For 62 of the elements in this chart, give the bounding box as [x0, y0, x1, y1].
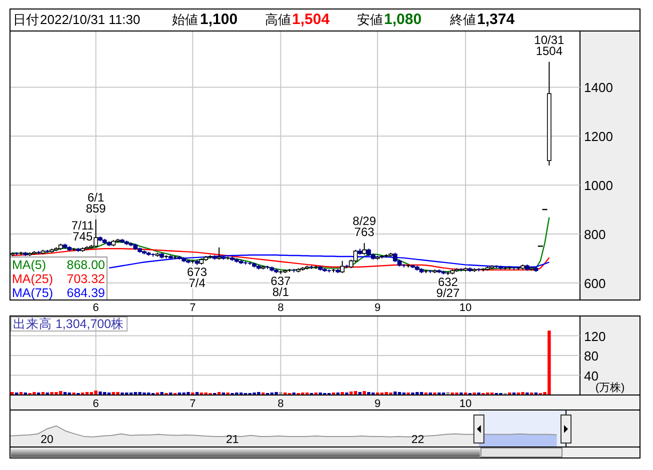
y-tick-label: 80 [584, 348, 598, 364]
text: 2022/10/31 11:30 [40, 12, 140, 27]
y-tick-label: 40 [584, 368, 598, 384]
text: 1,080 [384, 11, 422, 28]
annotation: 10/31 1504 [534, 32, 565, 58]
text: 1,374 [477, 11, 516, 28]
y-tick-label: 600 [584, 276, 606, 291]
x-tick-label: 7 [190, 398, 196, 410]
bar [367, 392, 370, 395]
y-tick-label: 1400 [584, 80, 613, 96]
candlestick [392, 252, 398, 263]
x-tick-label: 6 [92, 398, 99, 410]
annotation: 6/1 859 [86, 190, 106, 216]
annotation: 684.39 [66, 286, 106, 300]
x-tick-label: 20 [40, 434, 54, 446]
annotation: 673 7/4 [187, 265, 208, 290]
text: 1,504 [292, 11, 330, 28]
y-axis-title: (万株) [595, 381, 625, 394]
x-tick-label: 10 [459, 398, 472, 410]
x-tick-label: 22 [411, 434, 424, 446]
bar [362, 391, 366, 395]
candlestick [340, 260, 345, 274]
series-label: MA(5) [12, 258, 46, 272]
y-tick-label: 120 [584, 328, 606, 344]
bar [10, 392, 14, 395]
bar [340, 392, 344, 395]
bar [98, 392, 102, 395]
bar [274, 392, 278, 395]
text: 1,100 [200, 11, 238, 28]
x-tick-label: 10 [459, 302, 472, 314]
x-tick-label: 8 [278, 302, 284, 314]
x-tick-label: 9 [374, 302, 381, 314]
x-tick-label: 21 [226, 434, 239, 446]
text: 安値 [357, 12, 383, 27]
bar [94, 390, 98, 395]
series-label: MA(25) [12, 272, 53, 286]
bar [186, 392, 190, 395]
text: 始値 [172, 12, 198, 27]
x-tick-label: 6 [92, 302, 99, 314]
text: 終値 [449, 12, 476, 27]
annotation: 632 9/27 [436, 275, 460, 300]
annotation: 703.32 [66, 272, 106, 286]
candlestick [216, 246, 222, 260]
bar [279, 392, 282, 395]
y-tick-label: 1000 [584, 178, 613, 194]
x-tick-label: 9 [374, 398, 381, 410]
text: 日付 [13, 12, 39, 27]
annotation: 7/11 745 [71, 218, 94, 244]
x-tick-label: 8 [278, 398, 284, 410]
candlestick [362, 242, 367, 256]
chart-title: 出来高 1,304,700株 [13, 316, 124, 331]
bar [116, 392, 120, 395]
line-series [108, 254, 550, 269]
y-tick-label: 1200 [584, 129, 613, 144]
annotation: 637 8/1 [270, 274, 292, 299]
text: 高値 [265, 12, 291, 27]
bar [521, 392, 524, 395]
text: MA(75) [12, 286, 53, 300]
x-tick-label: 7 [190, 302, 196, 314]
y-tick-label: 800 [584, 226, 606, 242]
annotation: 868.00 [66, 258, 106, 272]
annotation: 8/29 763 [352, 214, 376, 240]
